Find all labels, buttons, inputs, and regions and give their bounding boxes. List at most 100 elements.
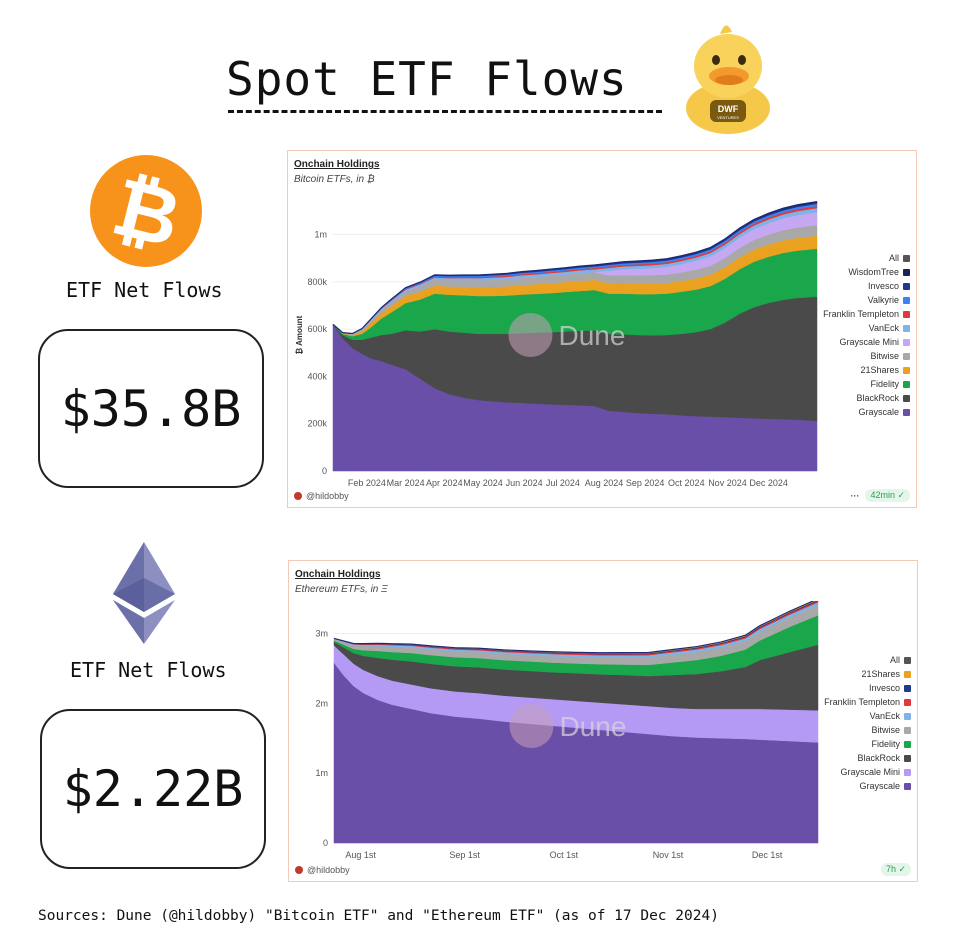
eth-legend-item-franklin-templeton[interactable]: Franklin Templeton: [824, 695, 911, 709]
eth-total-line: [333, 601, 815, 654]
btc-legend-swatch: [903, 380, 910, 388]
eth-chart-status: 7h ✓: [880, 863, 911, 876]
eth-legend-item-blackrock[interactable]: BlackRock: [824, 751, 911, 765]
btc-chart-author[interactable]: @hildobby: [306, 491, 349, 501]
btc-legend-item-invesco[interactable]: Invesco: [823, 279, 910, 293]
eth-legend-label: Grayscale: [859, 781, 900, 791]
eth-x-tick-label: Nov 1st: [653, 850, 684, 860]
duck-badge-subtext: VENTURES: [717, 115, 739, 120]
btc-legend-label: 21Shares: [860, 365, 899, 375]
btc-legend-item-franklin-templeton[interactable]: Franklin Templeton: [823, 307, 910, 321]
btc-x-tick-label: Jun 2024: [506, 478, 543, 488]
eth-x-tick-label: Oct 1st: [550, 850, 579, 860]
btc-legend-label: Fidelity: [870, 379, 899, 389]
eth-legend-item-all[interactable]: All: [824, 653, 911, 667]
btc-x-tick-label: Mar 2024: [387, 478, 425, 488]
eth-legend-swatch: [904, 712, 911, 720]
eth-y-tick-label: 1m: [315, 768, 328, 778]
btc-legend-swatch: [903, 324, 910, 332]
eth-legend-item-fidelity[interactable]: Fidelity: [824, 737, 911, 751]
btc-legend-swatch: [903, 338, 910, 346]
btc-chart-card: Onchain Holdings Bitcoin ETFs, in ₿ 0 200…: [287, 150, 917, 508]
eth-y-tick-label: 0: [323, 838, 328, 848]
eth-legend-swatch: [904, 670, 911, 678]
btc-legend-item-valkyrie[interactable]: Valkyrie: [823, 293, 910, 307]
btc-x-tick-label: Jul 2024: [546, 478, 580, 488]
btc-x-tick-label: May 2024: [463, 478, 503, 488]
btc-legend-item-grayscale[interactable]: Grayscale: [823, 405, 910, 419]
btc-legend-label: VanEck: [868, 323, 899, 333]
eth-legend-swatch: [904, 740, 911, 748]
eth-legend-label: Invesco: [868, 683, 900, 693]
btc-x-tick-label: Nov 2024: [708, 478, 747, 488]
eth-chart-author[interactable]: @hildobby: [307, 865, 350, 875]
btc-legend-label: Valkyrie: [867, 295, 899, 305]
eth-net-flows-value: $2.22B: [40, 709, 266, 869]
btc-legend-swatch: [903, 310, 910, 318]
dune-logo-icon: [509, 704, 554, 748]
btc-chart-subtitle: Bitcoin ETFs, in ₿: [294, 174, 375, 185]
btc-legend-swatch: [903, 282, 910, 290]
eth-x-tick-label: Aug 1st: [345, 850, 376, 860]
eth-flows-label: ETF Net Flows: [70, 658, 227, 682]
btc-x-tick-label: Feb 2024: [348, 478, 386, 488]
btc-legend-item-fidelity[interactable]: Fidelity: [823, 377, 910, 391]
btc-x-tick-label: Dec 2024: [749, 478, 788, 488]
btc-y-tick-label: 800k: [307, 277, 327, 287]
btc-chart-footer[interactable]: @hildobby: [294, 491, 349, 501]
eth-chart-footer[interactable]: @hildobby: [295, 865, 350, 875]
btc-chart-title[interactable]: Onchain Holdings: [294, 159, 380, 170]
btc-y-tick-label: 1m: [314, 229, 327, 239]
sources-footnote: Sources: Dune (@hildobby) "Bitcoin ETF" …: [38, 908, 719, 924]
eth-legend-label: BlackRock: [857, 753, 900, 763]
btc-legend-label: Franklin Templeton: [823, 309, 899, 319]
btc-legend-label: Grayscale Mini: [839, 337, 899, 347]
eth-legend-label: All: [889, 655, 900, 665]
btc-legend-item-all[interactable]: All: [823, 251, 910, 265]
btc-legend-item-grayscale-mini[interactable]: Grayscale Mini: [823, 335, 910, 349]
eth-x-tick-label: Dec 1st: [752, 850, 783, 860]
btc-legend-swatch: [903, 296, 910, 304]
eth-legend-item-grayscale-mini[interactable]: Grayscale Mini: [824, 765, 911, 779]
btc-x-tick-label: Sep 2024: [626, 478, 665, 488]
btc-legend-swatch: [903, 352, 910, 360]
btc-legend-item-wisdomtree[interactable]: WisdomTree: [823, 265, 910, 279]
btc-legend-item-bitwise[interactable]: Bitwise: [823, 349, 910, 363]
eth-legend-label: 21Shares: [861, 669, 900, 679]
eth-legend-item-vaneck[interactable]: VanEck: [824, 709, 911, 723]
eth-watermark: Dune: [559, 711, 626, 742]
btc-legend-swatch: [903, 408, 910, 416]
btc-legend-swatch: [903, 268, 910, 276]
btc-legend-label: All: [888, 253, 899, 263]
btc-net-flows-value: $35.8B: [38, 329, 264, 488]
author-avatar-icon: [295, 866, 303, 874]
btc-legend-item-vaneck[interactable]: VanEck: [823, 321, 910, 335]
eth-y-tick-label: 3m: [315, 628, 328, 638]
more-menu-icon[interactable]: ···: [850, 490, 860, 501]
eth-legend-swatch: [904, 698, 911, 706]
btc-chart-status: ··· 42min ✓: [850, 489, 910, 502]
btc-legend-label: Invesco: [867, 281, 899, 291]
eth-chart-title[interactable]: Onchain Holdings: [295, 569, 381, 580]
eth-legend-item-grayscale[interactable]: Grayscale: [824, 779, 911, 793]
btc-legend-item-21shares[interactable]: 21Shares: [823, 363, 910, 377]
btc-legend-label: BlackRock: [856, 393, 899, 403]
dune-logo-icon: [508, 313, 553, 357]
btc-legend-item-blackrock[interactable]: BlackRock: [823, 391, 910, 405]
btc-y-tick-label: 400k: [307, 371, 327, 381]
author-avatar-icon: [294, 492, 302, 500]
eth-legend-item-bitwise[interactable]: Bitwise: [824, 723, 911, 737]
eth-legend: All 21Shares Invesco Franklin Templeton VanE…: [824, 653, 911, 793]
eth-y-tick-label: 2m: [315, 698, 328, 708]
eth-refresh-status: 7h ✓: [880, 863, 911, 876]
btc-x-tick-label: Apr 2024: [426, 478, 463, 488]
eth-legend-item-invesco[interactable]: Invesco: [824, 681, 911, 695]
title-underline: [228, 110, 662, 113]
btc-y-tick-label: 600k: [307, 324, 327, 334]
eth-x-tick-label: Sep 1st: [449, 850, 480, 860]
eth-legend-swatch: [904, 726, 911, 734]
btc-legend-swatch: [903, 394, 910, 402]
duck-mascot-icon: DWF VENTURES: [686, 25, 770, 134]
eth-legend-item-21shares[interactable]: 21Shares: [824, 667, 911, 681]
